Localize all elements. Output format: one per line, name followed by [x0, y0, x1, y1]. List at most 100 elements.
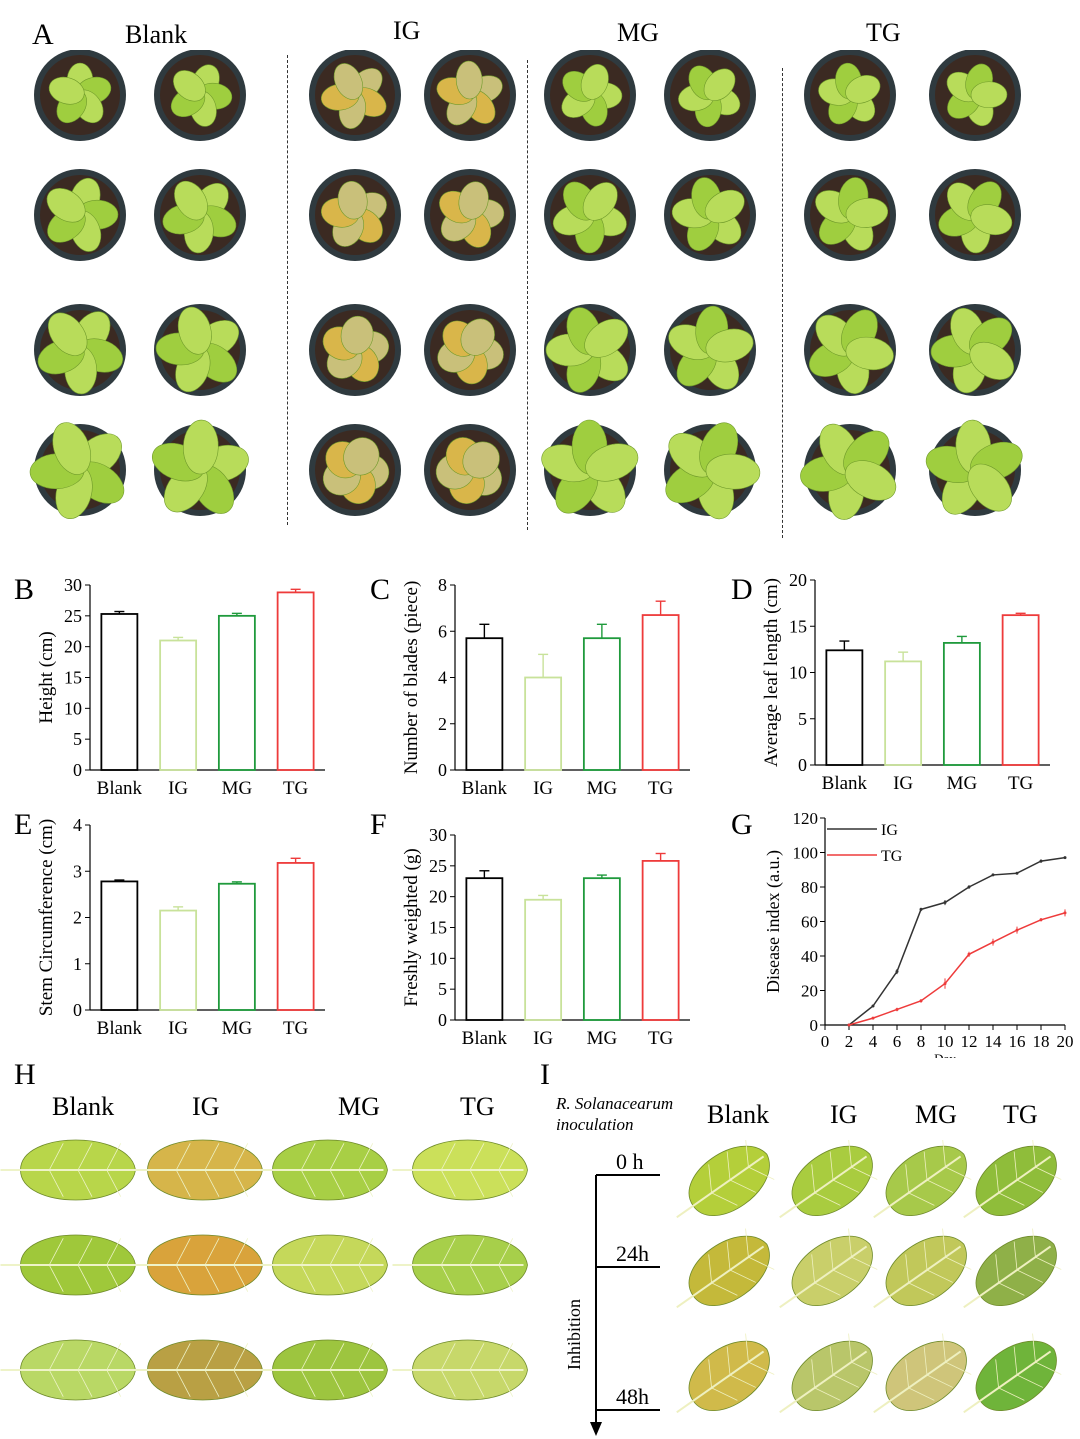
- x-tick-label: 20: [1057, 1032, 1074, 1051]
- leaf-i-mg-1: [873, 1140, 972, 1219]
- y-tick-label: 0: [438, 1010, 447, 1030]
- y-tick-label: 25: [429, 856, 447, 876]
- x-tick-label: 0: [821, 1032, 830, 1051]
- y-tick-label: 20: [429, 887, 447, 907]
- y-tick-label: 30: [64, 575, 82, 595]
- x-tick-label: 4: [869, 1032, 878, 1051]
- plant-mg-1-1: [544, 50, 636, 141]
- panel-i-title-blank: Blank: [707, 1100, 770, 1129]
- x-tick-label-B-ig: IG: [168, 778, 188, 799]
- leaf-i-blank-2: [676, 1228, 775, 1309]
- panel-h-letter: H: [14, 1058, 36, 1091]
- y-tick-label: 0: [73, 1000, 82, 1020]
- y-axis-label-F: Freshly weighted (g): [401, 848, 422, 1006]
- y-tick-label: 0: [810, 1016, 819, 1035]
- plant-ig-2-1: [309, 169, 401, 261]
- point-tg: [1063, 911, 1067, 915]
- panel-c-letter: C: [370, 573, 391, 606]
- x-tick-label-F-ig: IG: [533, 1028, 553, 1049]
- panel-a-plant-photos: [29, 50, 1023, 520]
- series-line-ig: [848, 856, 1066, 1026]
- point-ig: [967, 885, 971, 889]
- plant-tg-4-1: [800, 423, 897, 520]
- y-tick-label: 2: [73, 908, 82, 928]
- x-tick-label-F-tg: TG: [648, 1028, 674, 1049]
- x-tick-label-E-mg: MG: [222, 1018, 253, 1039]
- point-tg: [895, 1007, 899, 1011]
- plant-blank-1-2: [154, 50, 246, 141]
- x-tick-label-B-tg: TG: [283, 778, 309, 799]
- legend-label-ig: IG: [881, 822, 898, 839]
- plant-tg-1-1: [804, 50, 896, 141]
- plant-mg-1-2: [664, 50, 756, 141]
- leaf-h-blank-3: [0, 1339, 136, 1401]
- y-tick-label: 3: [73, 861, 82, 881]
- timeline-label-48h: 48h: [616, 1384, 649, 1409]
- leaf-i-tg-3: [963, 1333, 1062, 1414]
- point-ig: [1039, 859, 1043, 863]
- panel-i-leaf-photos: [676, 1140, 1062, 1414]
- point-ig: [871, 1004, 875, 1008]
- panel-i-inoculation-line2: inoculation: [556, 1115, 634, 1134]
- x-tick-label-D-tg: TG: [1008, 773, 1034, 794]
- chart-e-stem-circumference: 0 1 2 3 4 Stem Circumference (cm) Blank IG MG TG: [36, 815, 325, 1039]
- leaf-h-ig-1: [127, 1139, 263, 1201]
- y-tick-label: 40: [801, 947, 818, 966]
- y-tick-label: 10: [429, 948, 447, 968]
- plant-ig-2-2: [424, 169, 516, 261]
- panel-h-title-tg: TG: [460, 1092, 495, 1121]
- leaf-h-tg-3: [392, 1339, 528, 1401]
- y-tick-label: 4: [73, 815, 82, 835]
- panel-h-leaf-photos: [0, 1139, 528, 1401]
- x-tick-label: 12: [961, 1032, 978, 1051]
- bar-C-blank: [465, 637, 504, 771]
- panel-e-letter: E: [14, 808, 33, 841]
- y-tick-label: 0: [73, 760, 82, 780]
- leaf-i-ig-3: [779, 1333, 878, 1414]
- plant-tg-2-2: [929, 169, 1021, 261]
- y-tick-label: 4: [438, 668, 447, 688]
- panel-d-letter: D: [731, 573, 753, 606]
- point-ig: [919, 907, 923, 911]
- bar-E-ig: [159, 909, 198, 1011]
- y-tick-label: 20: [64, 637, 82, 657]
- plant-blank-1-1: [34, 50, 126, 141]
- panel-f-letter: F: [370, 808, 387, 841]
- x-tick-label-E-ig: IG: [168, 1018, 188, 1039]
- x-tick-label: 14: [985, 1032, 1003, 1051]
- bar-B-tg: [276, 591, 315, 771]
- panel-h-title-ig: IG: [192, 1092, 220, 1121]
- panel-a-divider-1: [287, 55, 288, 525]
- plant-mg-4-1: [541, 419, 639, 516]
- x-tick-label-D-ig: IG: [893, 773, 913, 794]
- chart-b-height: 0 5 10 15 20 25 30 Height (cm) Blank IG MG TG: [36, 575, 325, 799]
- bar-D-ig: [884, 660, 923, 766]
- y-tick-label: 30: [429, 825, 447, 845]
- x-tick-label: 2: [845, 1032, 854, 1051]
- point-tg: [847, 1023, 851, 1027]
- bar-B-mg: [217, 614, 256, 771]
- panel-a-title-blank: Blank: [125, 20, 188, 49]
- bar-B-ig: [159, 639, 198, 771]
- point-tg: [991, 940, 995, 944]
- y-tick-label: 60: [801, 913, 818, 932]
- x-tick-label-E-blank: Blank: [97, 1018, 143, 1039]
- bar-D-mg: [942, 642, 981, 766]
- panel-i-timeline: 0 h 24h 48h Inhibition: [564, 1149, 660, 1436]
- leaf-h-tg-1: [392, 1139, 528, 1201]
- panel-a-title-tg: TG: [866, 18, 901, 47]
- y-axis-label-C: Number of blades (piece): [401, 581, 422, 775]
- y-tick-label: 15: [429, 918, 447, 938]
- plant-ig-1-2: [424, 50, 516, 141]
- y-tick-label: 0: [798, 755, 807, 775]
- plant-tg-1-2: [929, 50, 1021, 141]
- bar-E-blank: [100, 880, 139, 1011]
- plant-ig-3-1: [309, 304, 401, 396]
- x-tick-label: 6: [893, 1032, 902, 1051]
- bar-F-mg: [582, 877, 621, 1021]
- leaf-h-ig-2: [127, 1234, 263, 1296]
- point-ig: [1063, 856, 1067, 860]
- x-tick-label: 10: [937, 1032, 954, 1051]
- point-tg: [1039, 918, 1043, 922]
- y-axis-label-D: Average leaf length (cm): [761, 578, 782, 767]
